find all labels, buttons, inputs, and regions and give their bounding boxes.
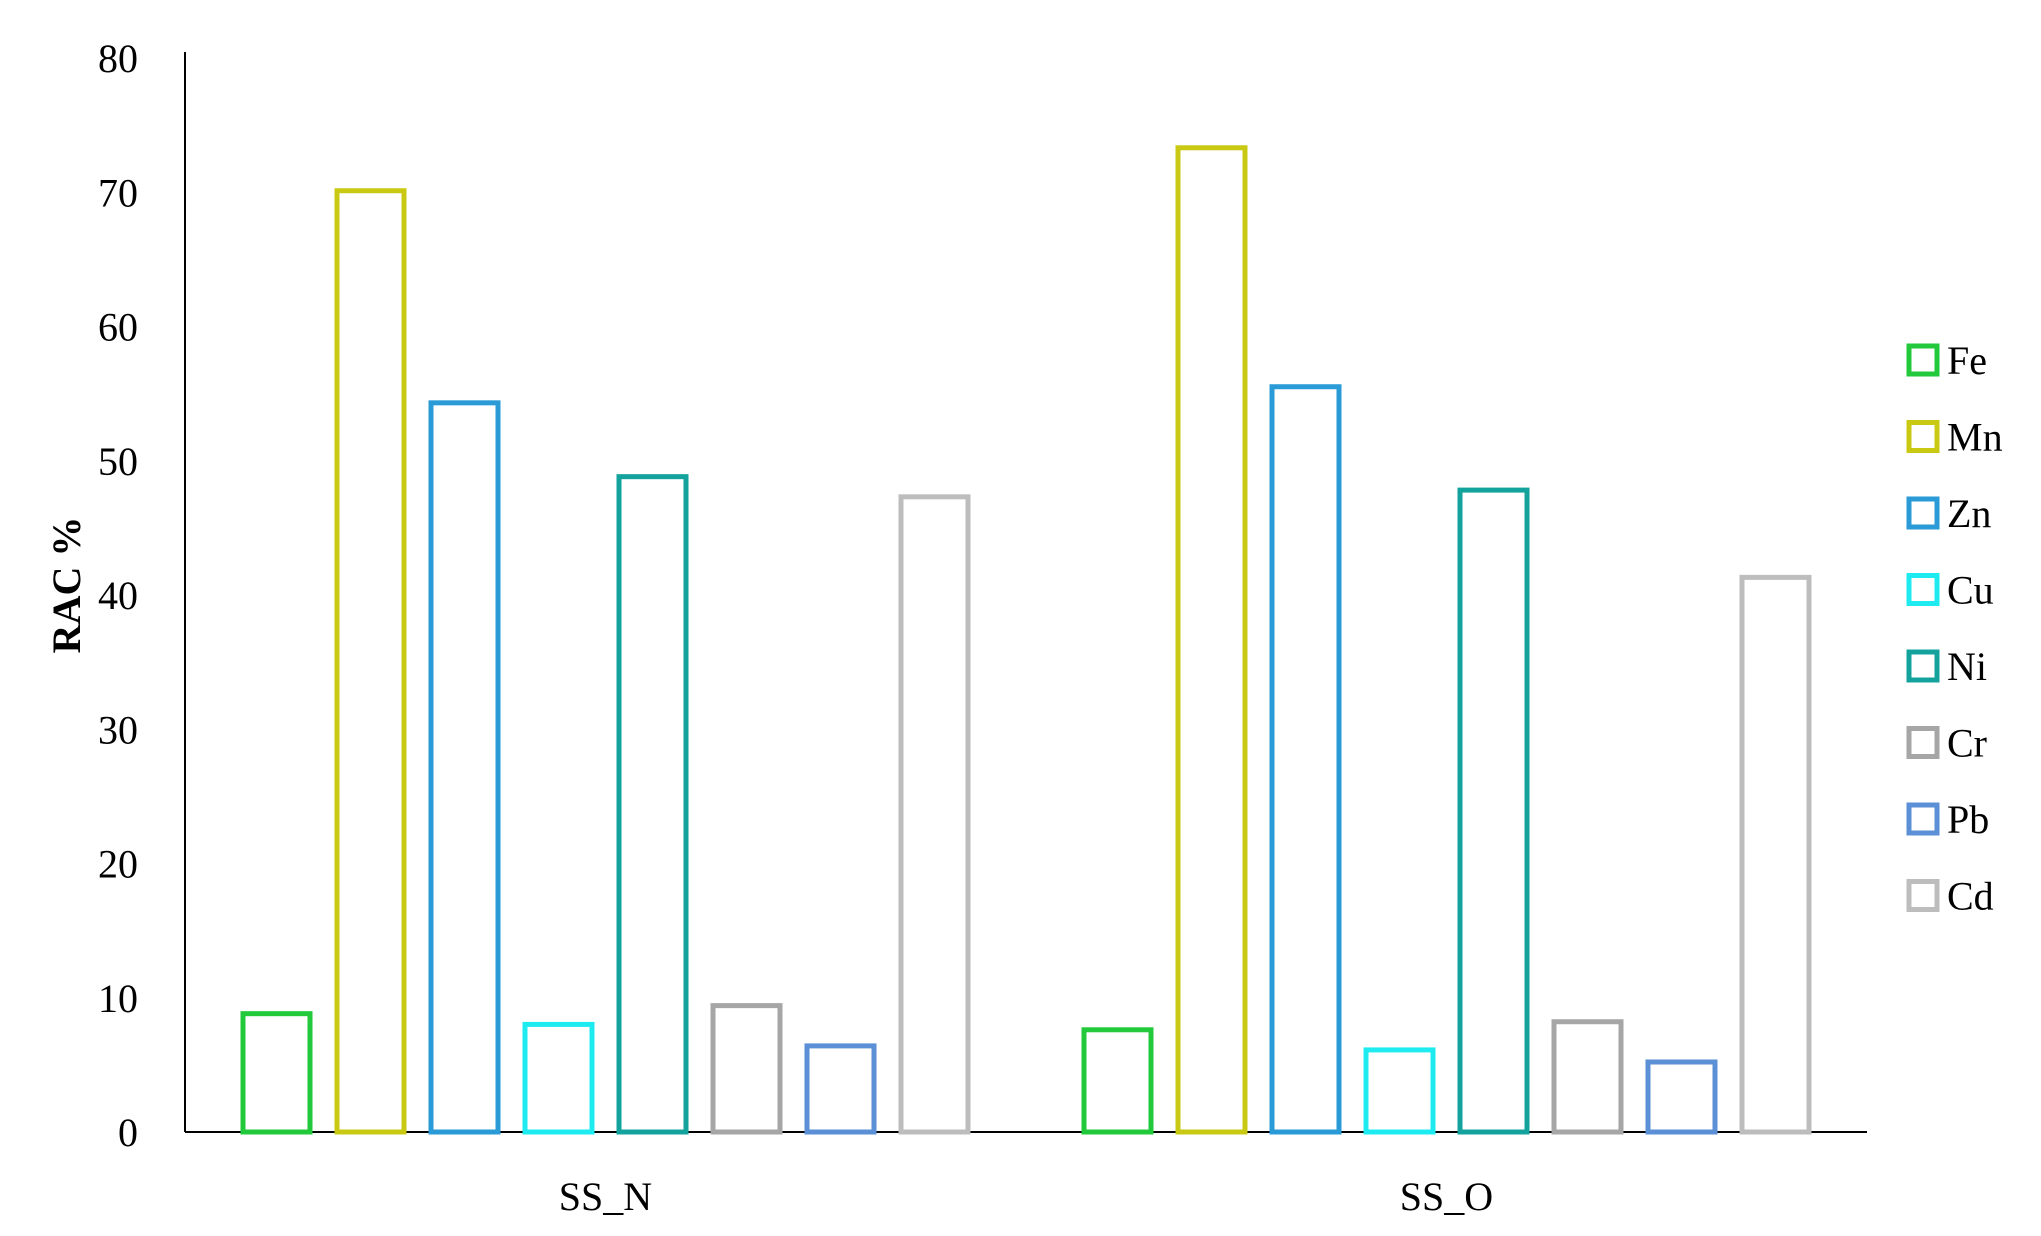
bar-cu-ss-n bbox=[522, 1021, 595, 1135]
legend-label-mn: Mn bbox=[1947, 415, 2003, 460]
bar-fe-ss-o bbox=[1081, 1027, 1154, 1135]
legend-swatch-fe bbox=[1906, 343, 1940, 377]
legend-label-zn: Zn bbox=[1947, 491, 1991, 536]
bar-cr-ss-n bbox=[710, 1003, 783, 1135]
bar-ni-ss-o bbox=[1457, 487, 1530, 1135]
legend-swatch-cd bbox=[1906, 879, 1940, 912]
bar-ni-ss-n bbox=[616, 474, 689, 1135]
legend-swatch-cr bbox=[1906, 726, 1940, 759]
y-tick-label: 20 bbox=[98, 842, 138, 887]
bar-cd-ss-o bbox=[1739, 574, 1812, 1135]
y-tick-label: 80 bbox=[98, 36, 138, 81]
y-tick-label: 60 bbox=[98, 305, 138, 350]
bar-pb-ss-o bbox=[1645, 1059, 1718, 1135]
bar-cd-ss-n bbox=[898, 494, 971, 1135]
bar-fe-ss-n bbox=[240, 1011, 313, 1135]
bar-zn-ss-o bbox=[1269, 384, 1342, 1135]
y-tick-label: 40 bbox=[98, 573, 138, 618]
y-tick-label: 30 bbox=[98, 707, 138, 752]
y-tick-label: 10 bbox=[98, 976, 138, 1021]
y-tick-label: 50 bbox=[98, 439, 138, 484]
y-tick-label: 70 bbox=[98, 170, 138, 215]
legend-swatch-ni bbox=[1906, 649, 1940, 683]
x-category-label: SS_N bbox=[559, 1174, 652, 1219]
legend-label-cu: Cu bbox=[1947, 568, 1994, 613]
x-category-label: SS_O bbox=[1400, 1174, 1493, 1219]
bar-zn-ss-n bbox=[428, 400, 501, 1135]
bar-pb-ss-n bbox=[804, 1043, 877, 1135]
legend-swatch-pb bbox=[1906, 802, 1940, 836]
legend-label-pb: Pb bbox=[1947, 797, 1989, 842]
legend-swatch-cu bbox=[1906, 573, 1940, 606]
legend: Fe Mn Zn Cu Ni Cr Pb Cd bbox=[1906, 338, 2003, 919]
y-tick-label: 0 bbox=[118, 1110, 138, 1155]
y-axis-title: RAC % bbox=[44, 517, 89, 654]
bar-mn-ss-o bbox=[1175, 145, 1248, 1135]
legend-label-ni: Ni bbox=[1947, 644, 1987, 689]
legend-label-fe: Fe bbox=[1947, 338, 1987, 383]
bar-cu-ss-o bbox=[1363, 1047, 1436, 1135]
bar-cr-ss-o bbox=[1551, 1019, 1624, 1135]
bar-mn-ss-n bbox=[334, 188, 407, 1135]
plot-area: 0 10 20 30 40 50 60 70 80 SS_N SS_O bbox=[98, 36, 1867, 1219]
legend-label-cd: Cd bbox=[1947, 874, 1994, 919]
legend-label-cr: Cr bbox=[1947, 721, 1987, 766]
legend-swatch-zn bbox=[1906, 496, 1940, 530]
legend-swatch-mn bbox=[1906, 420, 1940, 453]
